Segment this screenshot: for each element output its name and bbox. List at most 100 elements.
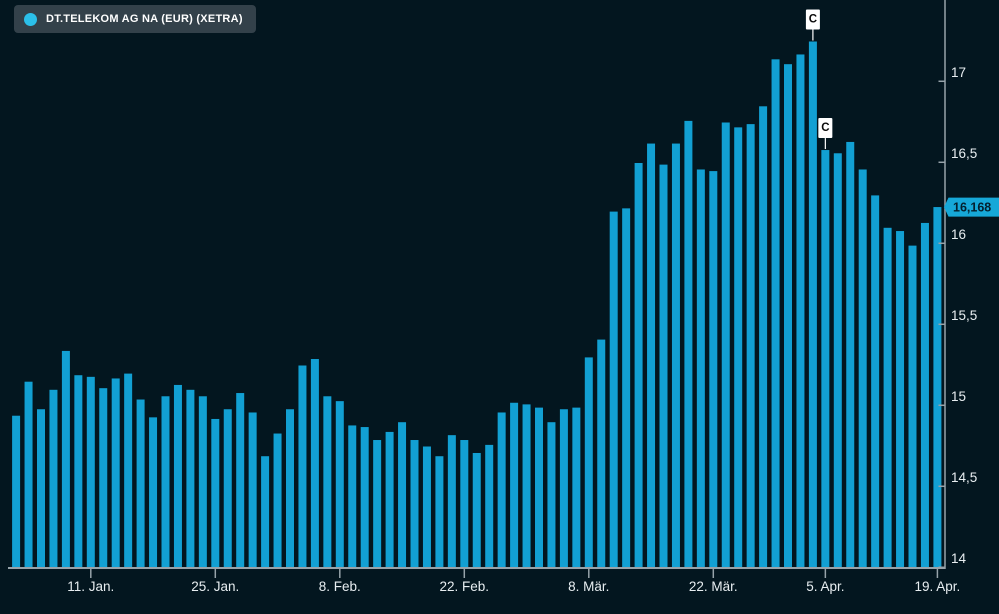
price-bar[interactable]	[609, 211, 618, 568]
price-bar[interactable]	[49, 389, 58, 568]
price-bar[interactable]	[111, 378, 120, 568]
price-bar[interactable]	[497, 412, 506, 568]
price-bar[interactable]	[696, 169, 705, 569]
price-bar[interactable]	[136, 399, 145, 568]
price-bar[interactable]	[535, 407, 543, 568]
y-axis-label: 17	[951, 65, 966, 80]
price-bar[interactable]	[373, 440, 382, 568]
corporate-action-flag[interactable]	[805, 9, 820, 30]
price-bar[interactable]	[510, 402, 519, 568]
price-bar[interactable]	[422, 446, 431, 569]
y-axis-label: 14	[951, 551, 967, 566]
price-bar[interactable]	[846, 141, 855, 568]
series-legend-label: DT.TELEKOM AG NA (EUR) (XETRA)	[46, 13, 243, 25]
y-axis-label: 14,5	[951, 470, 977, 485]
price-bar[interactable]	[435, 456, 444, 568]
price-bar[interactable]	[310, 359, 319, 568]
price-bar[interactable]	[161, 396, 170, 568]
corporate-action-flag-label: C	[809, 14, 817, 26]
price-bar[interactable]	[684, 120, 693, 568]
price-bar[interactable]	[485, 444, 494, 568]
current-price-flag	[944, 197, 999, 217]
price-bar[interactable]	[37, 409, 45, 568]
price-bar[interactable]	[572, 407, 581, 568]
price-bar[interactable]	[896, 231, 905, 569]
price-bar[interactable]	[173, 384, 182, 568]
x-axis-label: 8. Feb.	[319, 579, 361, 594]
price-bar[interactable]	[584, 357, 593, 568]
price-bar[interactable]	[447, 435, 456, 568]
price-bar[interactable]	[86, 376, 95, 568]
price-bar[interactable]	[709, 171, 718, 568]
price-bar[interactable]	[261, 456, 270, 568]
price-bar[interactable]	[24, 381, 33, 568]
price-bar[interactable]	[547, 422, 556, 568]
price-bar[interactable]	[721, 122, 730, 569]
price-bar[interactable]	[236, 393, 245, 568]
price-bar[interactable]	[659, 164, 668, 568]
price-bar[interactable]	[99, 388, 108, 568]
price-bar[interactable]	[746, 124, 755, 569]
price-bar[interactable]	[821, 150, 830, 569]
price-bar[interactable]	[223, 409, 232, 568]
series-legend[interactable]: DT.TELEKOM AG NA (EUR) (XETRA)	[14, 5, 256, 33]
price-bar[interactable]	[398, 422, 407, 568]
price-bar[interactable]	[348, 425, 357, 568]
x-axis-label: 25. Jan.	[191, 579, 239, 594]
price-bar[interactable]	[784, 64, 792, 569]
price-bar[interactable]	[759, 106, 768, 569]
price-bar[interactable]	[522, 404, 531, 568]
price-bar[interactable]	[734, 127, 743, 569]
price-bar[interactable]	[634, 163, 643, 568]
price-bar[interactable]	[186, 389, 195, 568]
price-bar[interactable]	[460, 440, 469, 568]
x-axis-label: 11. Jan.	[67, 579, 114, 594]
price-bar[interactable]	[248, 412, 257, 568]
price-bar[interactable]	[559, 409, 568, 568]
price-bar[interactable]	[410, 440, 419, 568]
corporate-action-flag-label: C	[821, 122, 829, 134]
price-bar[interactable]	[385, 431, 394, 568]
price-bar[interactable]	[211, 418, 220, 568]
x-axis-label: 19. Apr.	[915, 579, 961, 594]
series-color-dot-icon	[24, 12, 37, 26]
price-bar[interactable]	[149, 417, 158, 568]
y-axis-label: 15,5	[951, 308, 977, 323]
price-bar[interactable]	[908, 245, 917, 568]
x-axis-label: 5. Apr.	[806, 579, 844, 594]
corporate-action-flag[interactable]	[818, 118, 833, 139]
price-bar[interactable]	[597, 339, 606, 568]
price-bar[interactable]	[933, 207, 942, 568]
price-bar[interactable]	[124, 373, 133, 568]
y-axis-label: 16,5	[951, 146, 977, 161]
x-axis-label: 22. Feb.	[440, 579, 490, 594]
price-bar[interactable]	[335, 401, 344, 568]
price-bar[interactable]	[883, 227, 892, 569]
y-axis-label: 16	[951, 227, 966, 242]
price-bar[interactable]	[871, 195, 880, 568]
price-bar[interactable]	[61, 350, 70, 568]
price-bar[interactable]	[796, 54, 805, 568]
price-bar[interactable]	[198, 396, 207, 568]
y-axis-label: 15	[951, 389, 966, 404]
price-bar[interactable]	[323, 396, 332, 568]
price-bar[interactable]	[920, 222, 929, 568]
price-bar[interactable]	[622, 208, 631, 569]
price-bar[interactable]	[273, 433, 282, 568]
current-price-value: 16,168	[953, 201, 991, 215]
price-bar[interactable]	[671, 143, 680, 568]
price-bar[interactable]	[808, 41, 817, 569]
price-bar[interactable]	[858, 169, 867, 569]
price-bar[interactable]	[360, 427, 369, 568]
price-bar[interactable]	[833, 153, 842, 568]
price-bar[interactable]	[647, 143, 656, 568]
price-bar[interactable]	[74, 375, 83, 568]
price-bar[interactable]	[286, 409, 294, 568]
price-bar[interactable]	[472, 452, 481, 568]
price-bar[interactable]	[12, 415, 21, 568]
price-bar[interactable]	[771, 59, 780, 568]
price-bar[interactable]	[298, 365, 307, 569]
x-axis-label: 8. Mär.	[568, 579, 609, 594]
